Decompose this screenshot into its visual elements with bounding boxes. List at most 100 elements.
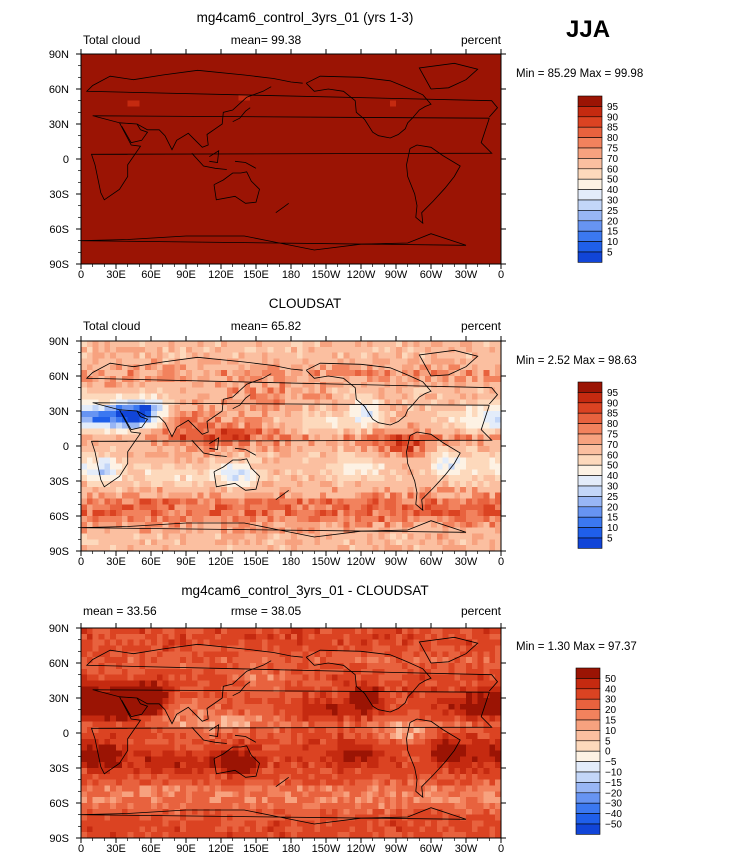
grid-cell <box>495 229 502 236</box>
grid-cell <box>232 112 240 119</box>
grid-cell <box>343 141 350 148</box>
grid-cell <box>460 252 467 259</box>
grid-cell <box>454 118 461 125</box>
grid-cell <box>81 393 88 400</box>
grid-cell <box>238 481 245 488</box>
grid-cell <box>495 164 502 172</box>
grid-cell <box>384 469 391 476</box>
grid-cell <box>442 434 450 441</box>
grid-cell <box>256 94 263 102</box>
grid-cell <box>250 492 257 500</box>
grid-cell <box>355 176 362 183</box>
grid-cell <box>436 194 444 201</box>
grid-cell <box>86 199 94 207</box>
grid-cell <box>495 352 502 360</box>
grid-cell <box>454 411 461 418</box>
grid-cell <box>121 153 129 160</box>
grid-cell <box>407 112 415 119</box>
grid-cell <box>343 118 350 125</box>
grid-cell <box>320 234 327 242</box>
grid-cell <box>349 147 356 154</box>
grid-cell <box>127 112 135 119</box>
grid-cell <box>110 170 117 178</box>
grid-cell <box>460 416 467 424</box>
grid-cell <box>98 106 105 113</box>
grid-cell <box>261 252 269 259</box>
grid-cell <box>337 405 345 412</box>
grid-cell <box>442 252 450 259</box>
grid-cell <box>86 118 94 125</box>
grid-cell <box>495 498 502 505</box>
field-cells <box>81 341 502 552</box>
grid-cell <box>110 94 117 102</box>
grid-cell <box>226 135 234 143</box>
grid-cell <box>151 411 158 418</box>
grid-cell <box>186 141 193 148</box>
grid-cell <box>419 159 426 166</box>
grid-cell <box>454 246 461 253</box>
grid-cell <box>366 199 374 207</box>
grid-cell <box>209 223 216 230</box>
grid-cell <box>92 434 100 441</box>
grid-cell <box>267 381 275 389</box>
grid-cell <box>197 376 205 383</box>
grid-cell <box>314 71 321 78</box>
grid-cell <box>419 211 426 218</box>
grid-cell <box>477 170 485 178</box>
grid-cell <box>460 194 467 201</box>
grid-cell <box>110 457 117 465</box>
grid-cell <box>121 352 129 360</box>
grid-cell <box>162 446 170 453</box>
grid-cell <box>483 164 490 172</box>
grid-cell <box>156 229 164 236</box>
min-max-stats: Min = 85.29 Max = 99.98 <box>516 68 643 80</box>
grid-cell <box>355 129 362 137</box>
grid-cell <box>436 170 444 178</box>
grid-cell <box>326 399 333 406</box>
grid-cell <box>425 94 432 102</box>
grid-cell <box>285 516 292 523</box>
grid-cell <box>366 428 374 435</box>
grid-cell <box>291 376 298 383</box>
grid-cell <box>110 147 117 154</box>
grid-cell <box>244 240 251 248</box>
grid-cell <box>104 106 111 113</box>
grid-cell <box>407 83 415 90</box>
grid-cell <box>308 65 315 73</box>
grid-cell <box>477 451 485 459</box>
grid-cell <box>116 370 123 377</box>
grid-cell <box>419 83 426 90</box>
grid-cell <box>361 188 368 195</box>
grid-cell <box>238 176 245 183</box>
grid-cell <box>442 89 450 96</box>
grid-cell <box>489 234 496 242</box>
grid-cell <box>372 159 380 166</box>
grid-cell <box>425 106 432 113</box>
grid-cell <box>81 135 88 143</box>
grid-cell <box>186 211 193 218</box>
grid-cell <box>98 387 105 395</box>
grid-cell <box>331 59 339 67</box>
grid-cell <box>156 112 164 119</box>
map-panel-1: mg4cam6_control_3yrs_01 (yrs 1-3)Total c… <box>49 10 643 281</box>
grid-cell <box>209 194 216 201</box>
grid-cell <box>308 376 315 383</box>
grid-cell <box>460 94 467 102</box>
colorbar-label: 40 <box>607 185 619 196</box>
grid-cell <box>121 457 129 465</box>
grid-cell <box>407 211 415 218</box>
grid-cell <box>279 446 286 453</box>
grid-cell <box>261 135 269 143</box>
grid-cell <box>413 164 420 172</box>
grid-cell <box>180 65 187 73</box>
grid-cell <box>343 440 350 447</box>
grid-cell <box>110 188 117 195</box>
grid-cell <box>355 252 362 259</box>
grid-cell <box>314 475 321 482</box>
grid-cell <box>337 352 345 360</box>
grid-cell <box>314 194 321 201</box>
grid-cell <box>419 486 426 494</box>
grid-cell <box>203 422 210 430</box>
grid-cell <box>81 147 88 154</box>
